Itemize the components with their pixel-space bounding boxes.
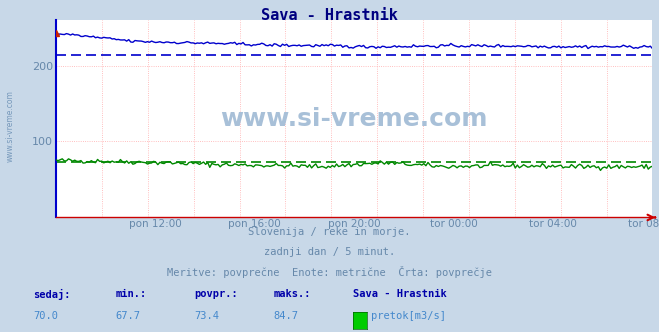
Text: 67.7: 67.7 <box>115 311 140 321</box>
Text: Slovenija / reke in morje.: Slovenija / reke in morje. <box>248 227 411 237</box>
Text: Sava - Hrastnik: Sava - Hrastnik <box>261 8 398 23</box>
Text: sedaj:: sedaj: <box>33 289 71 300</box>
Text: povpr.:: povpr.: <box>194 289 238 299</box>
Text: pretok[m3/s]: pretok[m3/s] <box>371 311 446 321</box>
Text: Meritve: povprečne  Enote: metrične  Črta: povprečje: Meritve: povprečne Enote: metrične Črta:… <box>167 266 492 278</box>
Text: 84.7: 84.7 <box>273 311 299 321</box>
Text: min.:: min.: <box>115 289 146 299</box>
Text: Sava - Hrastnik: Sava - Hrastnik <box>353 289 446 299</box>
Text: www.si-vreme.com: www.si-vreme.com <box>5 90 14 162</box>
Text: 70.0: 70.0 <box>33 311 58 321</box>
Text: 73.4: 73.4 <box>194 311 219 321</box>
Text: maks.:: maks.: <box>273 289 311 299</box>
Text: zadnji dan / 5 minut.: zadnji dan / 5 minut. <box>264 247 395 257</box>
Text: www.si-vreme.com: www.si-vreme.com <box>221 107 488 131</box>
